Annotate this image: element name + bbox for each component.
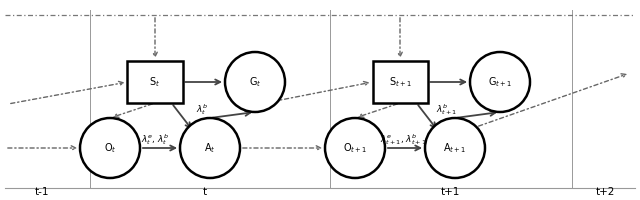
Text: t-1: t-1 (35, 187, 49, 197)
FancyBboxPatch shape (127, 61, 182, 103)
Circle shape (225, 52, 285, 112)
FancyBboxPatch shape (372, 61, 428, 103)
Circle shape (80, 118, 140, 178)
Text: $\lambda_{t+1}^b$: $\lambda_{t+1}^b$ (436, 103, 458, 117)
Text: A$_t$: A$_t$ (204, 141, 216, 155)
Text: G$_{t+1}$: G$_{t+1}$ (488, 75, 512, 89)
Text: t+1: t+1 (440, 187, 460, 197)
Text: $\lambda_t^b$: $\lambda_t^b$ (196, 103, 208, 117)
Text: O$_{t+1}$: O$_{t+1}$ (343, 141, 367, 155)
Text: t: t (203, 187, 207, 197)
Circle shape (325, 118, 385, 178)
Text: t+2: t+2 (595, 187, 614, 197)
Text: A$_{t+1}$: A$_{t+1}$ (444, 141, 467, 155)
Circle shape (470, 52, 530, 112)
Circle shape (180, 118, 240, 178)
Text: O$_t$: O$_t$ (104, 141, 116, 155)
Text: S$_{t+1}$: S$_{t+1}$ (388, 75, 412, 89)
Text: S$_t$: S$_t$ (149, 75, 161, 89)
Text: $\lambda_t^e$, $\lambda_t^b$: $\lambda_t^e$, $\lambda_t^b$ (141, 133, 169, 147)
Text: G$_t$: G$_t$ (249, 75, 261, 89)
Circle shape (425, 118, 485, 178)
Text: $\lambda_{t+1}^e$, $\lambda_{t+1}^b$: $\lambda_{t+1}^e$, $\lambda_{t+1}^b$ (380, 133, 426, 147)
